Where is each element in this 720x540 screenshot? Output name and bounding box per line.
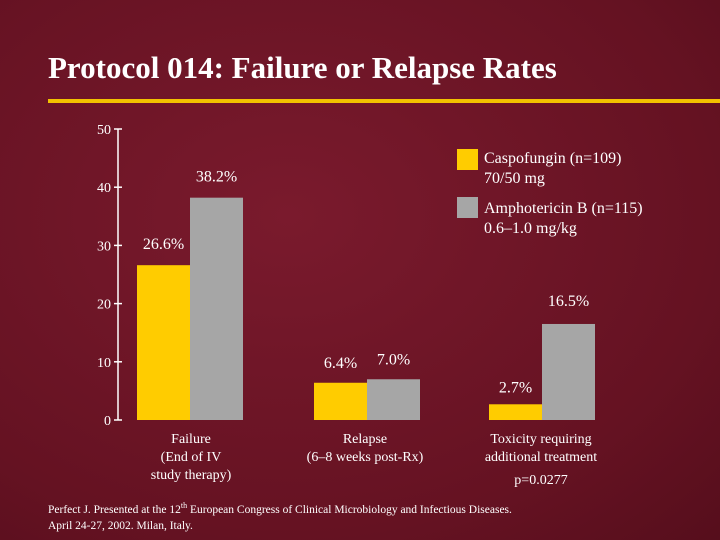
legend-swatch-amphotericin: [457, 197, 478, 218]
bar-value-label: 6.4%: [324, 355, 357, 372]
title-divider: [48, 99, 720, 103]
category-label: additional treatment: [485, 450, 597, 465]
category-label: study therapy): [151, 468, 232, 483]
legend-label-caspofungin: Caspofungin (n=109): [484, 150, 622, 167]
legend-entry-amphotericin: Amphotericin B (n=115) 0.6–1.0 mg/kg: [484, 199, 643, 239]
bar-caspofungin: [314, 382, 367, 420]
citation-line-2: April 24-27, 2002. Milan, Italy.: [48, 519, 193, 532]
bar-value-label: 26.6%: [143, 236, 184, 253]
category-label: Relapse: [343, 432, 387, 447]
category-label: (End of IV: [161, 450, 222, 465]
bar-value-label: 2.7%: [499, 379, 532, 396]
citation-footnote: Perfect J. Presented at the 12th Europea…: [48, 498, 512, 534]
y-tick-label: 30: [97, 239, 111, 254]
category-label: Failure: [171, 432, 211, 447]
citation-line-1: Perfect J. Presented at the 12th Europea…: [48, 501, 512, 516]
bar-amphotericin: [367, 379, 420, 420]
bar-amphotericin: [542, 323, 595, 420]
legend-swatch-caspofungin: [457, 149, 478, 170]
bar-caspofungin: [489, 404, 542, 420]
y-tick-label: 50: [97, 123, 111, 138]
y-tick-label: 40: [97, 181, 111, 196]
legend-entry-caspofungin: Caspofungin (n=109) 70/50 mg: [484, 149, 621, 189]
page-title: Protocol 014: Failure or Relapse Rates: [48, 50, 557, 85]
legend-label-amphotericin: Amphotericin B (n=115): [484, 200, 643, 217]
legend-detail-amphotericin: 0.6–1.0 mg/kg: [484, 220, 577, 237]
y-tick-label: 20: [97, 298, 111, 313]
bar-value-label: 7.0%: [377, 351, 410, 368]
y-tick-label: 0: [104, 414, 111, 429]
bar-caspofungin: [137, 265, 190, 420]
legend-detail-caspofungin: 70/50 mg: [484, 170, 545, 187]
bar-value-label: 38.2%: [196, 169, 237, 186]
y-tick-label: 10: [97, 356, 111, 371]
category-label: Toxicity requiring: [490, 432, 591, 447]
p-value-annotation: p=0.0277: [514, 473, 567, 488]
bar-value-label: 16.5%: [548, 293, 589, 310]
bar-amphotericin: [190, 197, 243, 420]
category-label: (6–8 weeks post-Rx): [307, 450, 424, 465]
